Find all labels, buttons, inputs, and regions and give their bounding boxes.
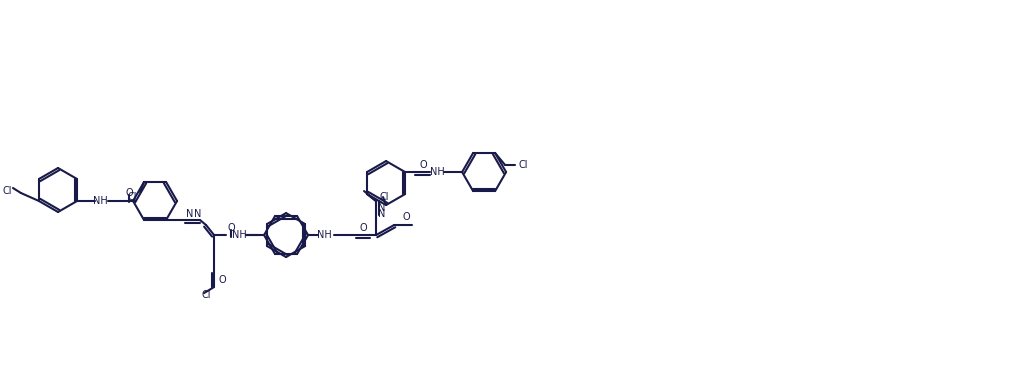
Text: O: O bbox=[227, 223, 235, 233]
Text: O: O bbox=[218, 275, 225, 285]
Text: NH: NH bbox=[232, 230, 246, 240]
Text: Cl: Cl bbox=[202, 290, 211, 300]
Text: Cl: Cl bbox=[519, 160, 528, 170]
Text: N: N bbox=[379, 209, 386, 219]
Text: NH: NH bbox=[93, 196, 107, 206]
Text: N: N bbox=[379, 203, 386, 213]
Text: NH: NH bbox=[317, 230, 331, 240]
Text: NH: NH bbox=[430, 167, 445, 177]
Text: Cl: Cl bbox=[128, 192, 137, 202]
Text: O: O bbox=[359, 223, 367, 233]
Text: O: O bbox=[126, 188, 133, 198]
Text: Cl: Cl bbox=[2, 186, 11, 196]
Text: Cl: Cl bbox=[380, 192, 389, 202]
Text: N: N bbox=[194, 209, 202, 219]
Text: O: O bbox=[402, 212, 410, 222]
Text: O: O bbox=[419, 160, 427, 170]
Text: N: N bbox=[186, 209, 193, 219]
